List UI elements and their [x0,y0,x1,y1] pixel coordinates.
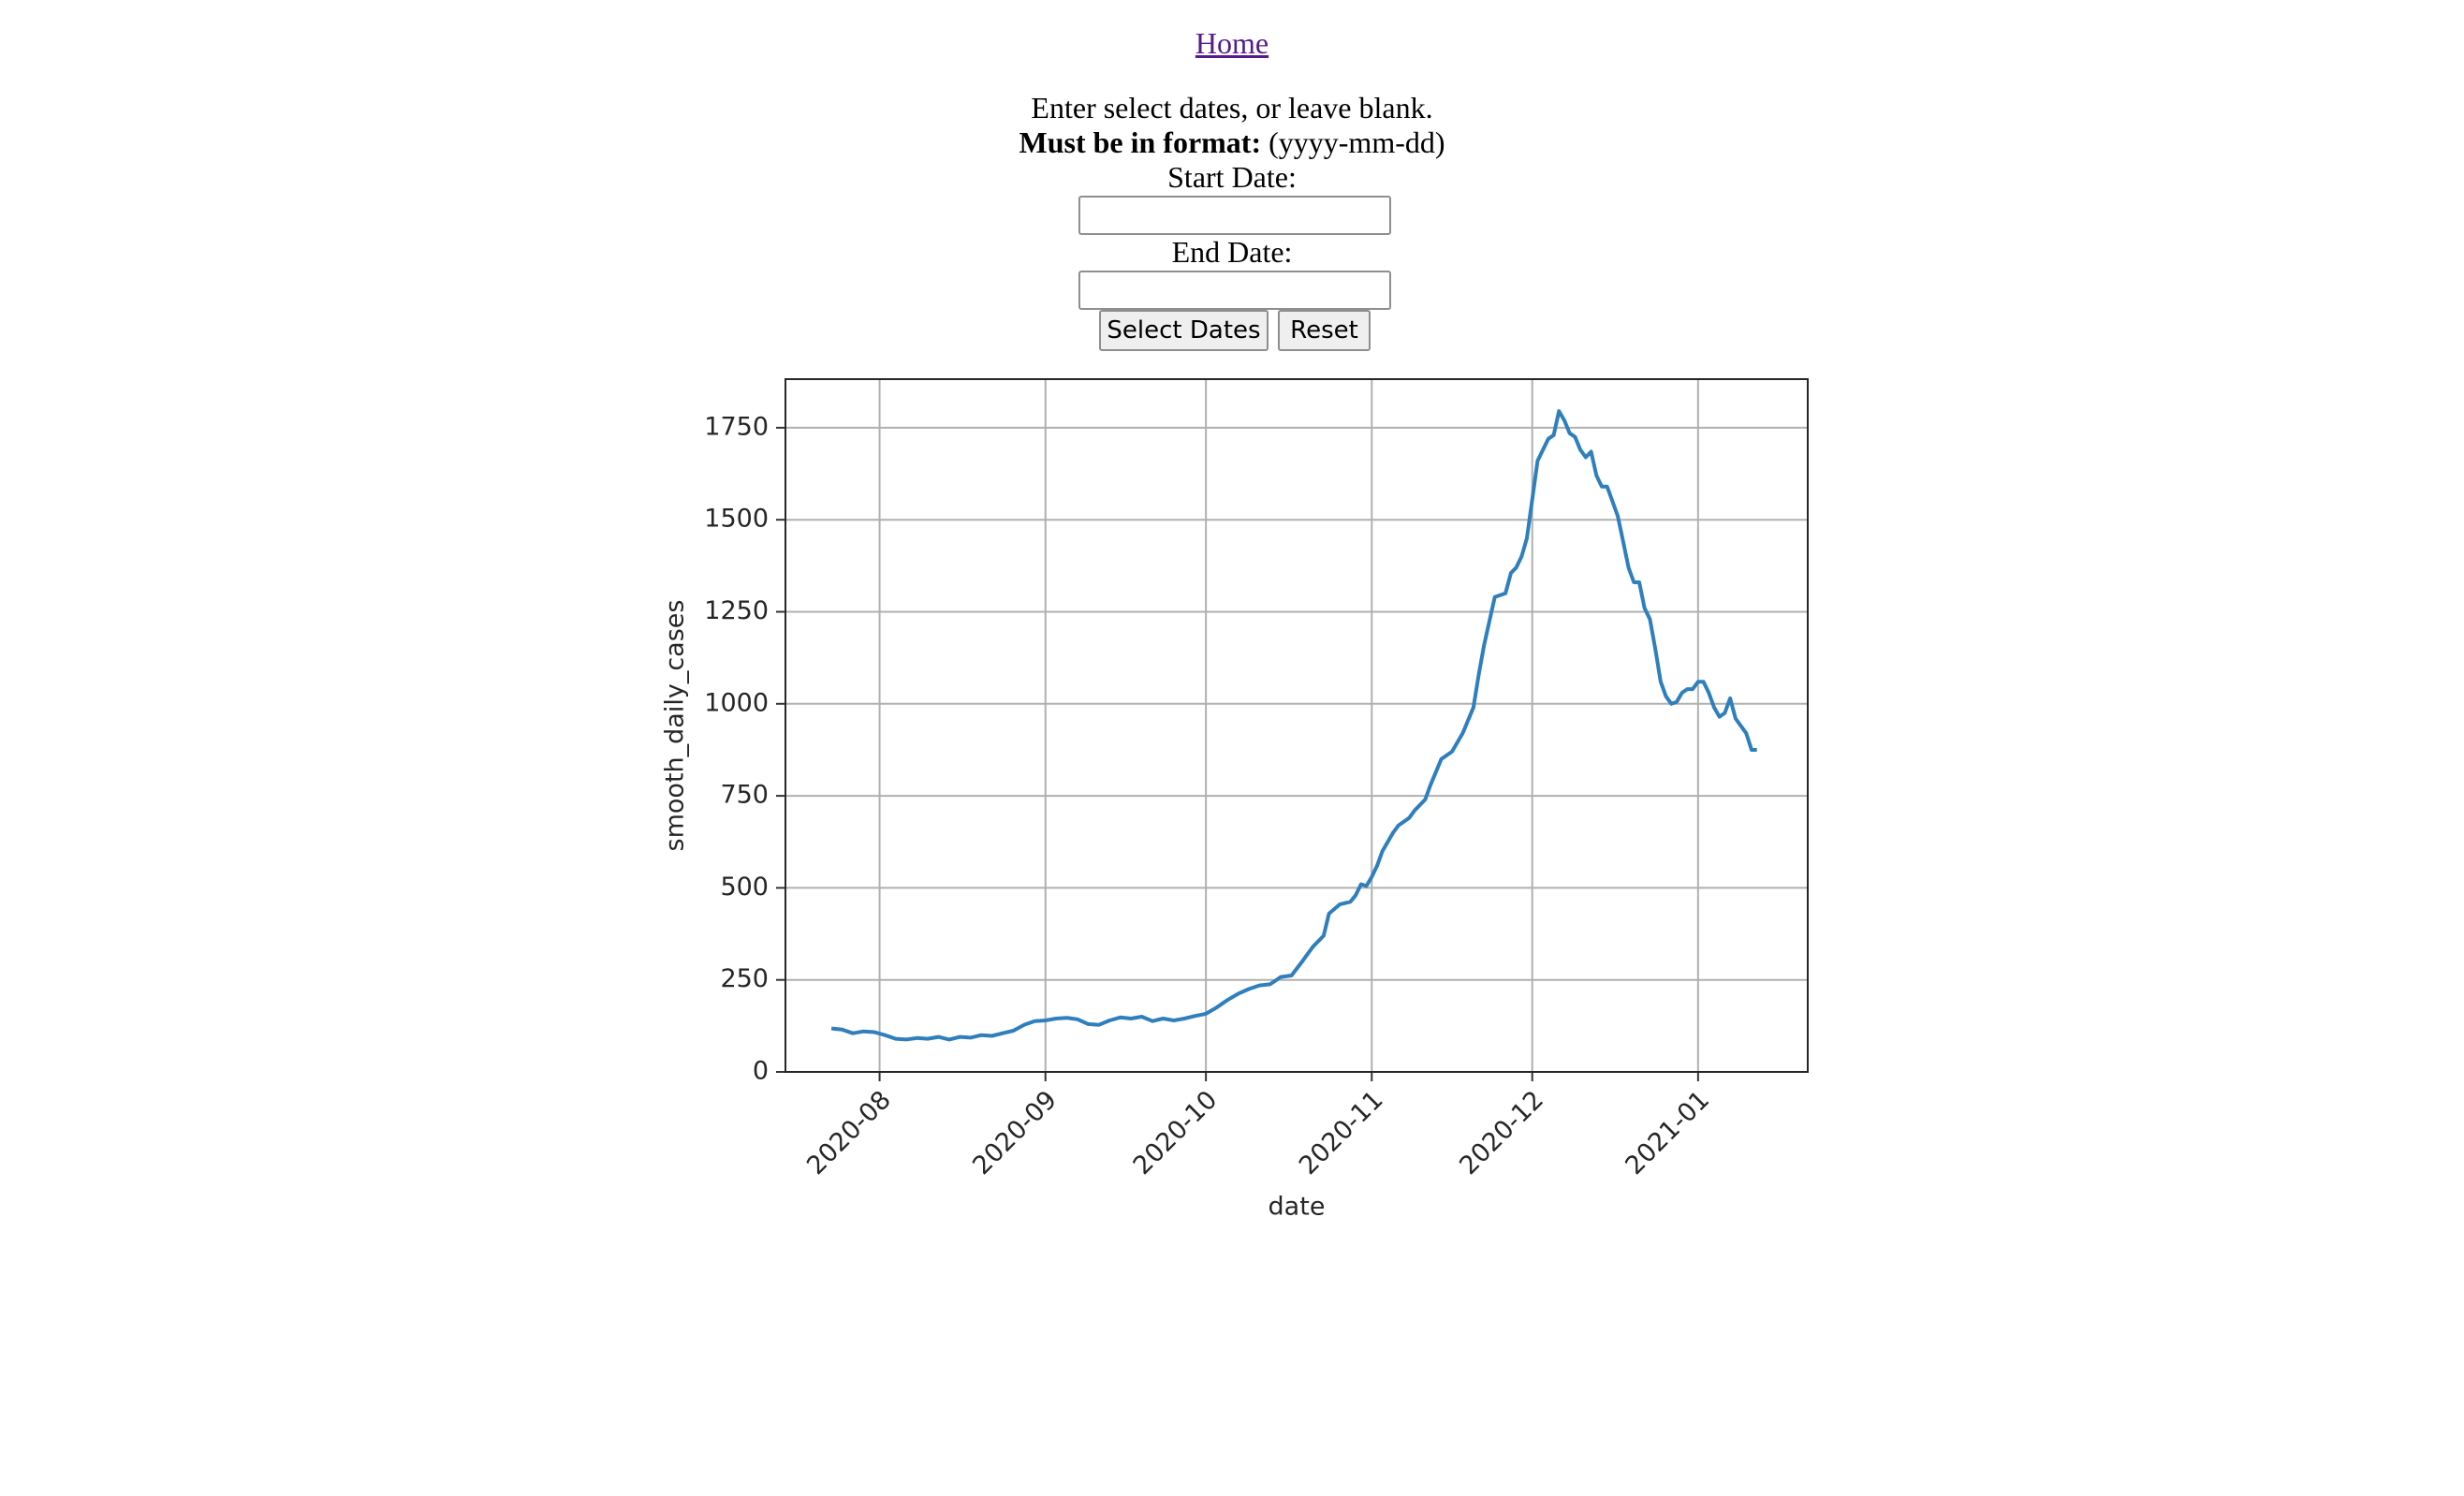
x-tick-label: 2020-09 [967,1085,1063,1181]
start-label: Start Date: [1167,160,1297,194]
y-tick-label: 750 [720,781,769,810]
format-value: (yyyy-mm-dd) [1269,125,1445,159]
home-link[interactable]: Home [1195,26,1269,60]
x-tick-label: 2020-10 [1128,1085,1224,1181]
nav: Home [0,26,2464,61]
x-tick-label: 2020-08 [801,1085,897,1181]
y-tick-label: 1000 [704,688,769,717]
format-line: Must be in format: (yyyy-mm-dd) [0,125,2464,160]
x-tick-label: 2020-11 [1294,1085,1389,1181]
end-label: End Date: [1171,235,1293,269]
y-tick-label: 250 [720,964,769,993]
y-axis-label: smooth_daily_cases [661,600,690,852]
end-date-input[interactable] [1078,271,1391,310]
start-date-input[interactable] [1078,196,1391,235]
y-tick-label: 1750 [704,412,769,441]
y-tick-label: 1250 [704,596,769,625]
reset-button[interactable]: Reset [1278,310,1371,351]
y-tick-label: 1500 [704,505,769,534]
instructions: Enter select dates, or leave blank. [1031,91,1433,125]
plot-frame [785,378,1809,1073]
x-tick-label: 2020-12 [1454,1085,1549,1181]
y-tick-label: 500 [720,873,769,902]
select-dates-button[interactable]: Select Dates [1099,310,1269,351]
format-label: Must be in format: [1019,125,1262,159]
y-tick-label: 0 [753,1057,769,1086]
data-line [830,409,1757,1042]
x-axis-label: date [1269,1193,1326,1222]
x-tick-label: 2021-01 [1620,1085,1715,1181]
